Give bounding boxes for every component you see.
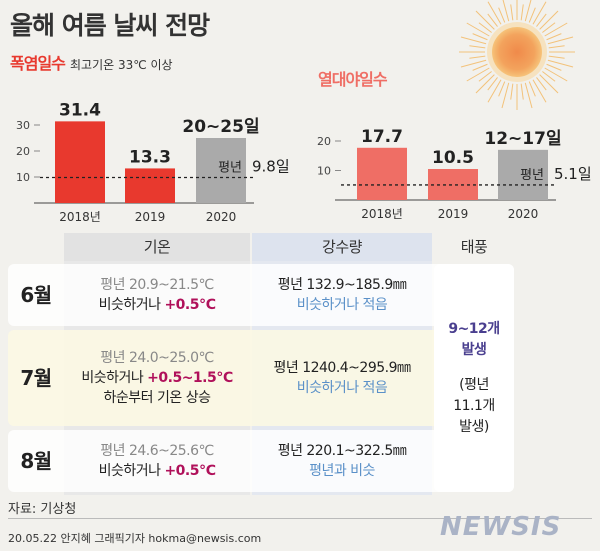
- header-rain: 강수량: [252, 233, 432, 261]
- data-label: 20~25일: [182, 117, 259, 137]
- sun-ray: [502, 0, 510, 22]
- x-tick-label: 2018년: [361, 207, 403, 221]
- sun-ray: [472, 33, 488, 41]
- bar: [498, 149, 548, 200]
- sun-ray: [542, 22, 556, 33]
- bar: [125, 168, 175, 203]
- sun-ray: [528, 7, 536, 23]
- sun-ray: [528, 81, 536, 97]
- row-june: [8, 264, 514, 326]
- sun-ray: [536, 77, 547, 91]
- typhoon-box: [434, 264, 514, 492]
- june-rain: 평년 132.9~185.9㎜ 비슷하거나 적음: [277, 277, 407, 313]
- sun-ray: [478, 71, 492, 82]
- y-tick-label: 10: [16, 171, 30, 184]
- y-tick-label: 30: [16, 119, 30, 132]
- sun-ray: [520, 83, 524, 100]
- sun-ray: [487, 79, 502, 103]
- sun-ray: [510, 83, 514, 100]
- source-note: 자료: 기상청: [8, 502, 77, 517]
- sun-ray: [475, 74, 495, 94]
- data-label: 12~17일: [484, 129, 561, 149]
- month-august: 8월: [20, 449, 52, 473]
- month-june: 6월: [20, 283, 52, 307]
- row-july: [8, 330, 514, 426]
- heatwave-chart: 10 20 30 31.4 2018년 13.3 2019 20~25일 2020 평년 9.8일: [16, 100, 290, 224]
- august-rain: 평년 220.1~322.5㎜ 평년과 비슷: [277, 443, 407, 479]
- reference-value: 5.1일: [554, 165, 592, 183]
- x-tick-label: 2020: [206, 210, 237, 224]
- sun-ray: [544, 22, 568, 37]
- data-label: 10.5: [432, 148, 474, 168]
- tropical-night-chart: 10 20 17.7 2018년 10.5 2019 12~17일 2020 평년 5.1일: [317, 127, 592, 221]
- sun-ray: [544, 67, 568, 82]
- sun-ray: [472, 63, 488, 71]
- bar: [196, 138, 246, 203]
- sun-ray: [520, 4, 524, 21]
- july-temp: 평년 24.0~25.0℃ 비슷하거나 +0.5~1.5℃ 하순부터 기온 상승: [81, 350, 233, 406]
- data-label: 31.4: [59, 100, 101, 120]
- data-label: 17.7: [361, 127, 403, 147]
- sun-ray: [548, 55, 565, 59]
- reference-value: 9.8일: [252, 158, 290, 176]
- row-august: [8, 430, 514, 492]
- page-title: 올해 여름 날씨 전망: [10, 11, 210, 40]
- sun-ray: [532, 79, 547, 103]
- month-july: 7월: [20, 366, 52, 390]
- sun-ray: [487, 77, 498, 91]
- sun-ray: [498, 81, 506, 97]
- header-typhoon: 태풍: [460, 238, 488, 256]
- sun-ray: [469, 55, 486, 59]
- reference-label: 평년: [218, 161, 242, 176]
- sun-ray: [478, 22, 492, 33]
- x-tick-label: 2020: [508, 207, 539, 221]
- sun-ray: [460, 59, 487, 68]
- sun-ray: [536, 13, 547, 27]
- sun-ray: [460, 36, 487, 45]
- sun-ray: [466, 22, 490, 37]
- sun-icon: [459, 0, 575, 110]
- sun-ray: [501, 82, 510, 109]
- footer-divider: [8, 518, 592, 519]
- sun-ray: [539, 10, 559, 30]
- data-label: 13.3: [129, 147, 171, 167]
- bar: [55, 121, 105, 203]
- sun-ray: [498, 7, 506, 23]
- heatwave-title: 폭염일수: [10, 54, 66, 73]
- sun-ray: [546, 63, 562, 71]
- sun-ray: [524, 0, 532, 22]
- sun-ray: [548, 45, 565, 49]
- typhoon-forecast: 9~12개 발생 (평년 11.1개 발생): [448, 320, 500, 435]
- sun-ray: [539, 74, 559, 94]
- sun-ray: [469, 45, 486, 49]
- sun-ray: [475, 10, 495, 30]
- july-rain: 평년 1240.4~295.9㎜ 비슷하거나 적음: [273, 360, 411, 396]
- june-temp: 평년 20.9~21.5℃ 비슷하거나 +0.5℃: [98, 277, 216, 313]
- heatwave-subtitle: 최고기온 33℃ 이상: [69, 58, 173, 72]
- august-temp: 평년 24.6~25.6℃ 비슷하거나 +0.5℃: [98, 443, 216, 479]
- sun-ray: [547, 36, 574, 45]
- credit-note: 20.05.22 안지혜 그래픽기자 hokma@newsis.com: [8, 532, 262, 545]
- y-tick-label: 10: [317, 165, 331, 178]
- sun-ray: [542, 71, 556, 82]
- x-tick-label: 2019: [135, 210, 166, 224]
- sun-ray: [510, 4, 514, 21]
- sun-ray: [532, 1, 547, 25]
- sun-ray: [466, 67, 490, 82]
- y-tick-label: 20: [16, 145, 30, 158]
- header-temp: 기온: [64, 233, 250, 261]
- sun-ray: [487, 1, 502, 25]
- bar: [357, 147, 407, 200]
- sun-ray: [524, 82, 533, 109]
- sun-ray: [487, 13, 498, 27]
- bar: [428, 169, 478, 200]
- newsis-logo: NEWSIS: [440, 512, 562, 542]
- sun-ray: [546, 33, 562, 41]
- sun-ray: [547, 59, 574, 68]
- tropical-title: 열대야일수: [318, 70, 388, 89]
- reference-label: 평년: [520, 168, 544, 183]
- y-tick-label: 20: [317, 135, 331, 148]
- x-tick-label: 2018년: [59, 210, 101, 224]
- x-tick-label: 2019: [438, 207, 469, 221]
